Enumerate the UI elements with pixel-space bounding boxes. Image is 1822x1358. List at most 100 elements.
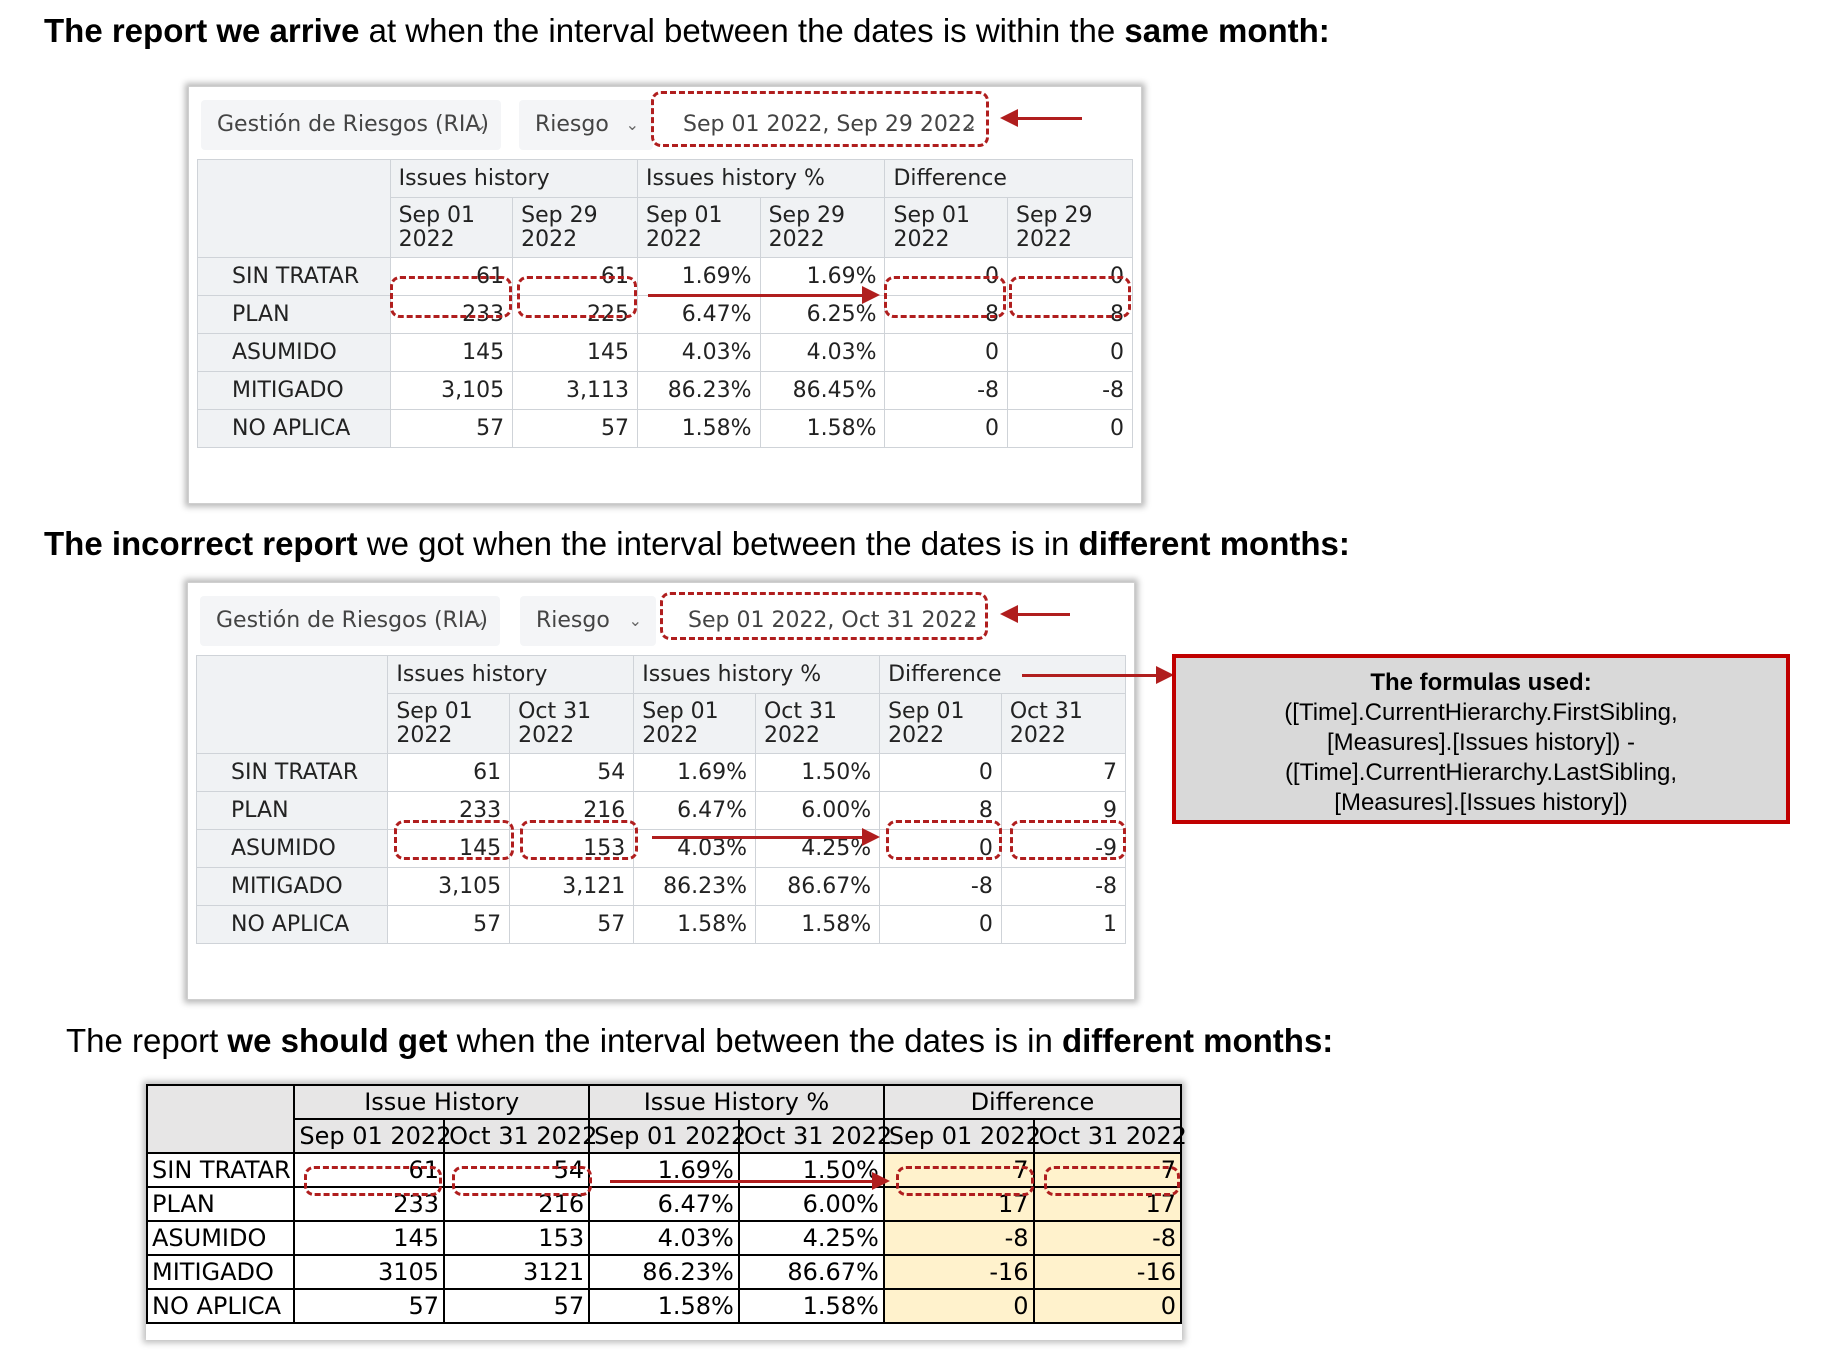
row-header: PLAN xyxy=(145,1186,296,1222)
date-header: Sep 01 2022 xyxy=(882,1118,1041,1154)
column-group-header: Difference xyxy=(882,1084,1183,1120)
table-cell: 233 xyxy=(387,791,511,830)
table-row: PLAN 233 216 6.47% 6.00% 17 17 xyxy=(145,1186,1183,1222)
filter-cube[interactable]: Gestión de Riesgos (RIA) ⌄ xyxy=(200,596,500,646)
table-row: SIN TRATAR 61 54 1.69% 1.50% 0 7 xyxy=(195,753,1127,792)
table-cell: 57 xyxy=(389,409,514,448)
arrow-icon xyxy=(862,828,880,846)
filter-dimension[interactable]: Riesgo ⌄ xyxy=(519,100,653,150)
date-header: Sep 01 2022 xyxy=(293,1118,451,1154)
table-cell: 4.25% xyxy=(737,1220,885,1256)
date-year: 2022 xyxy=(646,226,703,252)
highlight-cell xyxy=(304,1166,442,1196)
table-cell: 1.69% xyxy=(637,257,761,296)
table-cell: 54 xyxy=(443,1152,591,1188)
table-cell: 0 xyxy=(1032,1288,1183,1324)
date-header: Oct 31 2022 xyxy=(754,693,881,754)
table-row: PLAN 233 216 6.47% 6.00% 8 9 xyxy=(195,791,1127,830)
arrow-icon xyxy=(652,836,864,839)
table-row: MITIGADO 3,105 3,121 86.23% 86.67% -8 -8 xyxy=(195,867,1127,906)
table-cell: 8 xyxy=(884,295,1009,334)
table-cell: 6.00% xyxy=(737,1186,885,1222)
date-label: Sep 29 xyxy=(768,202,846,228)
arrow-icon xyxy=(610,1180,874,1183)
row-header: MITIGADO xyxy=(145,1254,296,1290)
filter-dimension[interactable]: Riesgo ⌄ xyxy=(520,596,656,646)
date-label: Oct 31 xyxy=(1009,698,1083,724)
table-row: ASUMIDO 145 153 4.03% 4.25% -8 -8 xyxy=(145,1220,1183,1256)
table-cell: 54 xyxy=(509,753,635,792)
date-header: Sep 01 2022 xyxy=(637,197,761,258)
table-cell: 86.23% xyxy=(637,371,761,410)
column-group-header: Issue History % xyxy=(588,1084,885,1120)
table-row: NO APLICA 57 57 1.58% 1.58% 0 0 xyxy=(197,409,1133,448)
table-row: NO APLICA 57 57 1.58% 1.58% 0 0 xyxy=(145,1288,1183,1324)
highlight-cell xyxy=(1044,1166,1180,1196)
table-cell: -16 xyxy=(1032,1254,1183,1290)
chevron-down-icon: ⌄ xyxy=(473,115,487,134)
date-header: Sep 01 2022 xyxy=(389,197,514,258)
date-year: 2022 xyxy=(1016,226,1073,252)
column-group-header: Difference xyxy=(884,159,1133,198)
table-cell: 86.23% xyxy=(633,867,756,906)
filter-date-range[interactable]: Sep 01 2022, Sep 29 2022 ⌄ xyxy=(667,100,991,150)
filter-cube[interactable]: Gestión de Riesgos (RIA) ⌄ xyxy=(201,100,501,150)
highlight-date-filter xyxy=(651,91,989,147)
chevron-down-icon: ⌄ xyxy=(962,611,976,630)
table-cell: 225 xyxy=(512,295,639,334)
date-year: 2022 xyxy=(518,722,575,748)
highlight-cell xyxy=(452,1166,592,1196)
table-cell: 86.67% xyxy=(737,1254,885,1290)
highlight-date-filter xyxy=(660,592,988,640)
table-row: ASUMIDO 145 145 4.03% 4.03% 0 0 xyxy=(197,333,1133,372)
date-header: Sep 01 2022 xyxy=(633,693,756,754)
arrow-icon xyxy=(1016,613,1070,616)
table-cell: 145 xyxy=(293,1220,446,1256)
formula-line: [Measures].[Issues history]) - xyxy=(1326,729,1636,756)
table-cell: 0 xyxy=(882,1288,1035,1324)
header-row: Sep 01 2022 Sep 29 2022 Sep 01 2022 Sep 29 2022… xyxy=(198,197,1133,258)
date-year: 2022 xyxy=(893,226,950,252)
table-cell: -8 xyxy=(884,371,1009,410)
table-cell: 86.45% xyxy=(759,371,886,410)
report-table: Issues history Issues history % Difference… xyxy=(195,655,1127,944)
date-header: Oct 31 2022 xyxy=(1032,1118,1187,1154)
column-group-header: Issues history % xyxy=(637,159,886,198)
table-cell: 3,121 xyxy=(509,867,635,906)
date-year: 2022 xyxy=(521,226,578,252)
chevron-down-icon: ⌄ xyxy=(628,611,642,630)
table-cell: -8 xyxy=(882,1220,1035,1256)
heading-expected: The report we should get when the interv… xyxy=(66,1022,1334,1059)
corner-cell xyxy=(145,1084,296,1154)
row-header: ASUMIDO xyxy=(197,333,391,372)
arrow-icon xyxy=(862,286,880,304)
table-cell: 1.58% xyxy=(588,1288,740,1324)
formula-callout: The formulas used: ([Time].CurrentHierar… xyxy=(1172,654,1790,824)
date-label: Sep 01 xyxy=(893,202,970,228)
row-header: SIN TRATAR xyxy=(197,257,391,296)
date-header: Oct 31 2022 xyxy=(443,1118,597,1154)
date-header: Oct 31 2022 xyxy=(509,693,635,754)
column-group-header: Issues history xyxy=(389,159,639,198)
table-cell: 57 xyxy=(443,1288,591,1324)
table-cell: 1 xyxy=(1000,905,1127,944)
date-header: Sep 29 2022 xyxy=(759,197,886,258)
table-cell: 0 xyxy=(879,753,1002,792)
table-cell: 1.58% xyxy=(754,905,881,944)
date-header: Sep 01 2022 xyxy=(588,1118,746,1154)
row-header: SIN TRATAR xyxy=(145,1152,296,1188)
date-label: Oct 31 xyxy=(763,698,838,724)
header-row: Issues history Issues history % Difference xyxy=(195,655,1126,754)
date-label: Sep 01 xyxy=(646,202,723,228)
row-header: MITIGADO xyxy=(197,371,391,410)
table-row: PLAN 233 225 6.47% 6.25% 8 8 xyxy=(197,295,1133,334)
table-cell: 86.67% xyxy=(754,867,881,906)
table-cell: 6.25% xyxy=(759,295,886,334)
chevron-down-icon: ⌄ xyxy=(625,115,639,134)
header-row: Issue History Issue History % Difference xyxy=(145,1084,1183,1154)
table-cell: -8 xyxy=(1000,867,1127,906)
table-row: MITIGADO 3,105 3,113 86.23% 86.45% -8 -8 xyxy=(197,371,1133,410)
formula-line: [Measures].[Issues history]) xyxy=(1334,789,1628,816)
table-cell: -16 xyxy=(882,1254,1035,1290)
highlight-cell xyxy=(1010,820,1126,860)
